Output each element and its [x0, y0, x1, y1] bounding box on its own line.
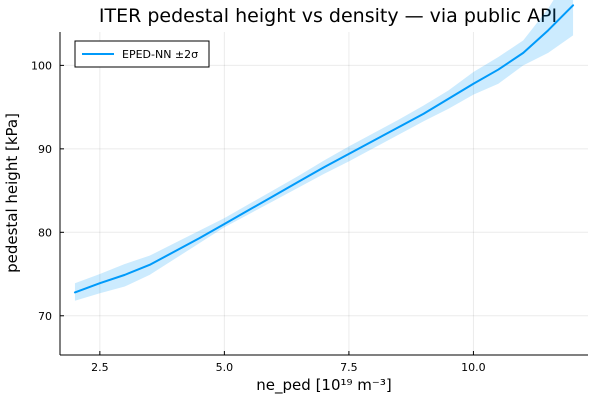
- x-axis-label: ne_ped [10¹⁹ m⁻³]: [256, 376, 391, 395]
- legend-label: EPED-NN ±2σ: [122, 48, 198, 61]
- y-tick-label: 90: [38, 143, 52, 156]
- y-tick-label: 100: [31, 59, 52, 72]
- line-layer: [73, 4, 575, 294]
- legend: EPED-NN ±2σ: [74, 40, 210, 68]
- grid-layer: [60, 32, 588, 355]
- x-tick-label: 7.5: [340, 361, 358, 374]
- axes-layer: [59, 32, 588, 356]
- ticks-layer: 2.5 5.0 7.5 10.0 70 80 90 100: [31, 59, 486, 374]
- y-tick-label: 70: [38, 310, 52, 323]
- x-tick-label: 2.5: [91, 361, 109, 374]
- band-layer: [74, 0, 574, 301]
- y-tick-label: 80: [38, 226, 52, 239]
- x-tick-label: 10.0: [461, 361, 486, 374]
- x-tick-label: 5.0: [216, 361, 234, 374]
- uncertainty-band: [74, 0, 574, 301]
- y-axis-label: pedestal height [kPa]: [3, 113, 21, 273]
- series-line: [73, 4, 575, 294]
- chart-title: ITER pedestal height vs density — via pu…: [99, 5, 557, 27]
